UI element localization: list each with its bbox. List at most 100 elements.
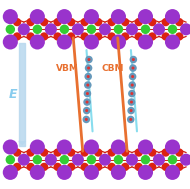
Circle shape bbox=[153, 23, 165, 35]
Circle shape bbox=[84, 34, 99, 50]
Circle shape bbox=[84, 165, 99, 180]
Circle shape bbox=[108, 32, 116, 41]
Circle shape bbox=[114, 155, 123, 164]
Circle shape bbox=[165, 165, 180, 180]
Circle shape bbox=[131, 75, 134, 78]
Circle shape bbox=[127, 107, 135, 114]
Circle shape bbox=[180, 23, 190, 35]
Circle shape bbox=[84, 73, 92, 80]
Circle shape bbox=[53, 148, 62, 157]
Circle shape bbox=[108, 148, 116, 157]
Circle shape bbox=[121, 148, 129, 157]
Circle shape bbox=[135, 163, 143, 171]
Circle shape bbox=[130, 101, 133, 104]
Circle shape bbox=[30, 34, 45, 50]
Circle shape bbox=[13, 163, 21, 171]
Circle shape bbox=[84, 139, 99, 155]
Circle shape bbox=[168, 25, 177, 34]
Circle shape bbox=[67, 32, 75, 41]
Circle shape bbox=[121, 163, 129, 171]
Circle shape bbox=[168, 155, 177, 164]
Circle shape bbox=[82, 116, 90, 123]
Circle shape bbox=[129, 64, 137, 72]
Circle shape bbox=[40, 32, 48, 41]
Circle shape bbox=[85, 64, 92, 72]
Circle shape bbox=[53, 32, 62, 41]
Circle shape bbox=[141, 155, 150, 164]
Circle shape bbox=[94, 163, 102, 171]
Circle shape bbox=[165, 34, 180, 50]
Text: E: E bbox=[9, 88, 18, 101]
Circle shape bbox=[40, 18, 48, 26]
Circle shape bbox=[3, 139, 18, 155]
Circle shape bbox=[128, 90, 136, 97]
Circle shape bbox=[138, 165, 153, 180]
Circle shape bbox=[67, 163, 75, 171]
Text: CBM: CBM bbox=[102, 64, 124, 74]
Circle shape bbox=[33, 155, 42, 164]
Circle shape bbox=[162, 148, 170, 157]
Circle shape bbox=[121, 18, 129, 26]
Circle shape bbox=[85, 56, 93, 63]
Circle shape bbox=[128, 81, 136, 89]
Circle shape bbox=[45, 23, 57, 35]
Circle shape bbox=[129, 118, 132, 121]
Circle shape bbox=[135, 148, 143, 157]
Circle shape bbox=[81, 18, 89, 26]
Circle shape bbox=[30, 9, 45, 24]
Circle shape bbox=[87, 67, 90, 70]
Circle shape bbox=[53, 18, 62, 26]
Circle shape bbox=[148, 148, 156, 157]
Circle shape bbox=[26, 148, 35, 157]
Circle shape bbox=[148, 163, 156, 171]
Circle shape bbox=[84, 90, 91, 97]
Circle shape bbox=[6, 25, 15, 34]
Circle shape bbox=[87, 75, 90, 78]
Circle shape bbox=[111, 9, 126, 24]
Circle shape bbox=[57, 34, 72, 50]
Circle shape bbox=[126, 23, 138, 35]
Circle shape bbox=[81, 163, 89, 171]
Circle shape bbox=[57, 9, 72, 24]
Circle shape bbox=[128, 98, 135, 106]
Circle shape bbox=[26, 163, 35, 171]
Circle shape bbox=[127, 116, 135, 123]
Circle shape bbox=[85, 109, 88, 112]
Circle shape bbox=[6, 155, 15, 164]
Circle shape bbox=[84, 9, 99, 24]
Circle shape bbox=[111, 165, 126, 180]
Circle shape bbox=[81, 32, 89, 41]
Circle shape bbox=[83, 98, 91, 106]
Circle shape bbox=[138, 139, 153, 155]
Circle shape bbox=[33, 25, 42, 34]
Circle shape bbox=[141, 25, 150, 34]
Circle shape bbox=[83, 107, 90, 114]
Circle shape bbox=[40, 148, 48, 157]
Circle shape bbox=[60, 155, 69, 164]
Circle shape bbox=[131, 84, 134, 87]
Circle shape bbox=[108, 18, 116, 26]
Circle shape bbox=[165, 9, 180, 24]
Circle shape bbox=[165, 139, 180, 155]
Circle shape bbox=[130, 92, 133, 95]
Circle shape bbox=[3, 165, 18, 180]
Circle shape bbox=[175, 18, 183, 26]
Circle shape bbox=[57, 139, 72, 155]
Circle shape bbox=[162, 32, 170, 41]
Circle shape bbox=[148, 32, 156, 41]
Circle shape bbox=[18, 154, 30, 166]
Circle shape bbox=[3, 34, 18, 50]
Circle shape bbox=[175, 148, 183, 157]
Circle shape bbox=[175, 163, 183, 171]
Circle shape bbox=[57, 165, 72, 180]
Circle shape bbox=[130, 56, 137, 63]
Circle shape bbox=[53, 163, 62, 171]
Circle shape bbox=[67, 18, 75, 26]
Circle shape bbox=[111, 34, 126, 50]
Circle shape bbox=[108, 163, 116, 171]
Circle shape bbox=[13, 148, 21, 157]
Circle shape bbox=[3, 9, 18, 24]
Circle shape bbox=[72, 154, 84, 166]
Circle shape bbox=[162, 163, 170, 171]
Circle shape bbox=[86, 92, 89, 95]
